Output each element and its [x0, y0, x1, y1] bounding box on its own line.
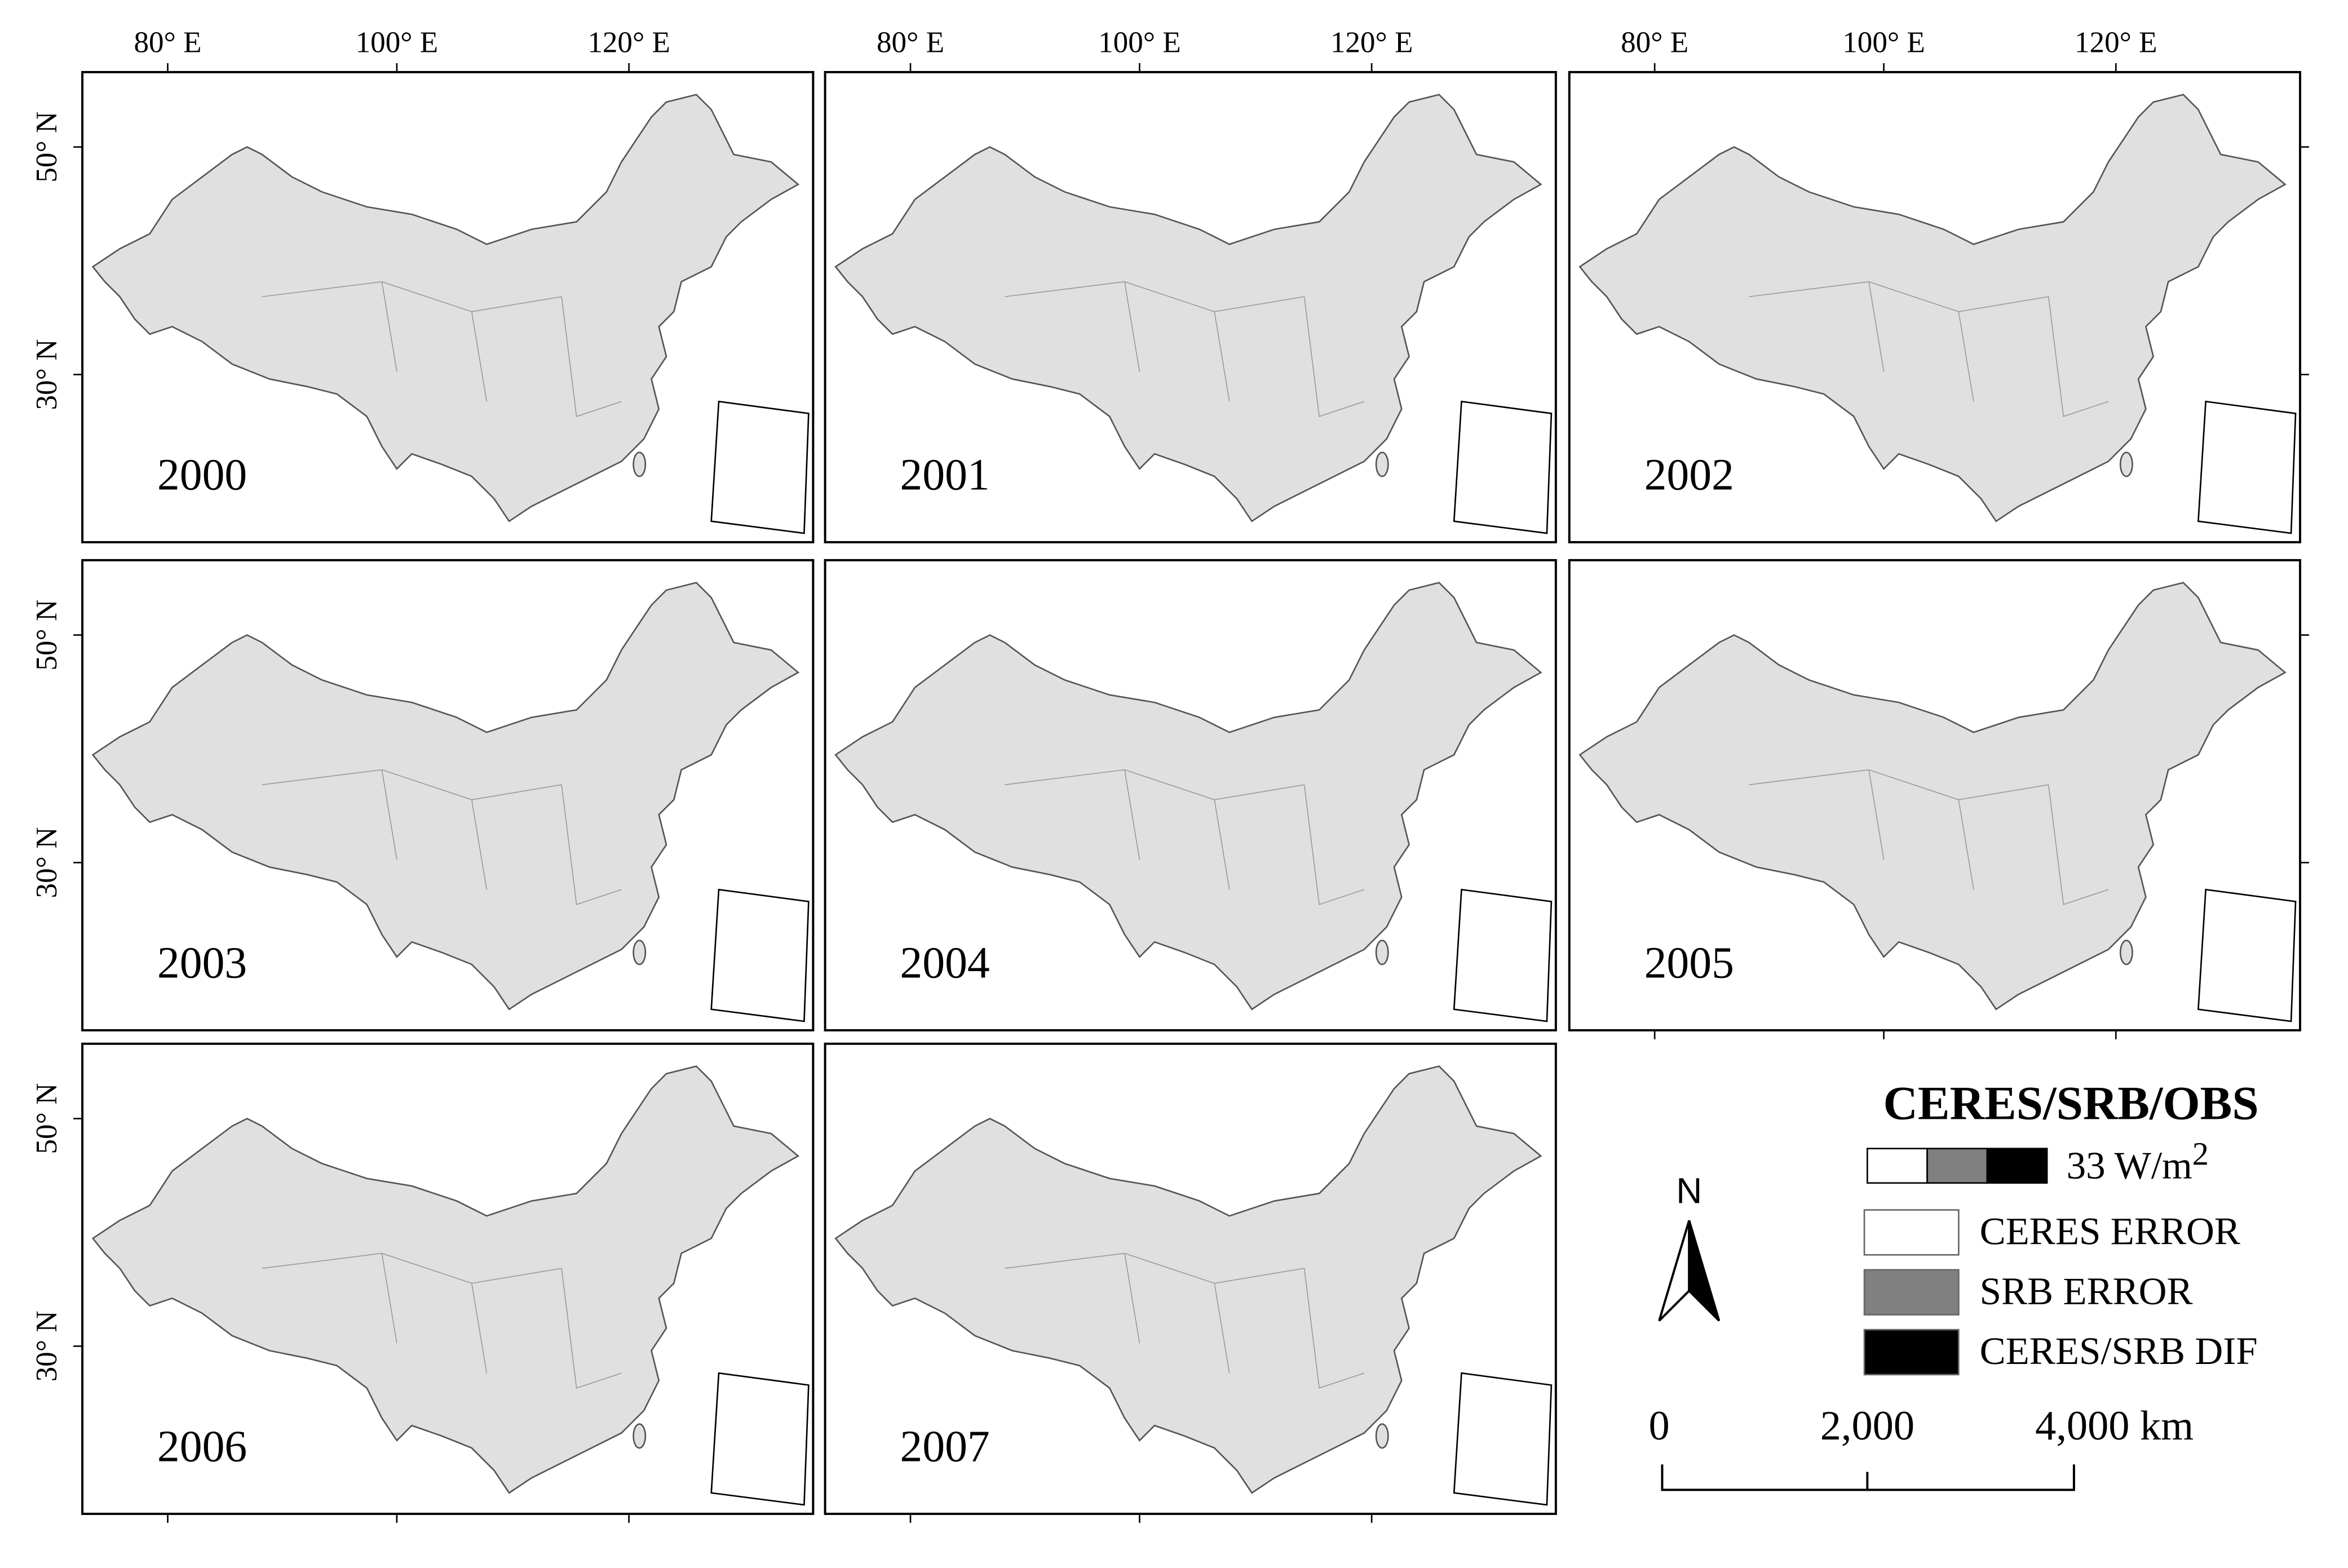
year-label: 2004 [900, 938, 989, 988]
lon-label: 80° E [877, 26, 944, 59]
lon-label: 80° E [134, 26, 201, 59]
inset-box [1453, 1372, 1553, 1506]
lon-label: 100° E [1098, 26, 1181, 59]
year-label: 2005 [1644, 938, 1734, 988]
scale-swatch [1986, 1148, 2048, 1184]
scale-swatch [1926, 1148, 1988, 1184]
legend-title: CERES/SRB/OBS [1883, 1077, 2259, 1130]
year-label: 2007 [900, 1422, 989, 1472]
year-label: 2001 [900, 450, 989, 500]
province-lines [1005, 281, 1365, 417]
island [1375, 940, 1389, 965]
country-outline [834, 94, 1542, 522]
legend-unit-sup: 2 [2192, 1136, 2209, 1172]
country-outline [1578, 94, 2287, 522]
island [2119, 451, 2133, 477]
map-panel: 2003 50° N 30° N [30, 559, 815, 1031]
legend: CERES/SRB/OBS 33 W/m2 CERES ERROR SRB ERR… [1863, 1077, 2259, 1376]
scale-label: 4,000 km [2035, 1403, 2194, 1449]
legend-items: CERES ERROR SRB ERROR CERES/SRB DIF [1863, 1209, 2258, 1376]
year-label: 2002 [1644, 450, 1734, 500]
lat-label: 30° N [30, 827, 63, 898]
lon-label: 100° E [1842, 26, 1925, 59]
country-outline [91, 94, 800, 522]
province-lines [262, 769, 622, 905]
island [633, 1423, 647, 1449]
inset-box [710, 1372, 810, 1506]
north-arrow-right [1688, 1220, 1721, 1322]
island [1375, 1423, 1389, 1449]
inset-box [1453, 888, 1553, 1022]
inset-box [2197, 400, 2297, 534]
map-panel: 2007 [824, 1042, 1557, 1523]
legend-unit: 33 W/m2 [2067, 1136, 2209, 1187]
year-label: 2003 [157, 938, 247, 988]
lat-label: 50° N [30, 600, 63, 671]
lon-label: 120° E [2075, 26, 2157, 59]
legend-label: CERES/SRB DIF [1980, 1329, 2258, 1372]
year-label: 2000 [157, 450, 247, 500]
legend-swatch [1863, 1328, 1960, 1376]
lon-label: 120° E [1330, 26, 1413, 59]
country-outline [1578, 582, 2287, 1011]
country-outline [91, 1065, 800, 1494]
lat-label: 50° N [30, 112, 63, 183]
island [633, 940, 647, 965]
legend-label: CERES ERROR [1980, 1210, 2240, 1253]
inset-box [2197, 888, 2297, 1022]
scale-label: 0 [1649, 1403, 1670, 1449]
map-panel: 2004 [824, 559, 1557, 1031]
north-arrow: N [1658, 1170, 1721, 1322]
lon-label: 80° E [1621, 26, 1688, 59]
north-label: N [1676, 1170, 1702, 1211]
year-label: 2006 [157, 1422, 247, 1472]
province-lines [1749, 769, 2109, 905]
map-panel: 2005 [1568, 559, 2309, 1039]
province-lines [1005, 1252, 1365, 1389]
province-lines [1005, 769, 1365, 905]
province-lines [262, 1252, 622, 1389]
inset-box [1453, 400, 1553, 534]
inset-box [710, 888, 810, 1022]
map-panel: 2000 80° E 100° E 120° E 50° N 30° N [30, 26, 815, 544]
lon-label: 120° E [587, 26, 670, 59]
province-lines [262, 281, 622, 417]
island [2119, 940, 2133, 965]
scale-label: 2,000 [1820, 1403, 1914, 1449]
map-panel: 2002 80° E 100° E 120° E [1568, 26, 2309, 544]
legend-unit-text: 33 W/m [2067, 1144, 2192, 1187]
scale-line [1661, 1464, 2075, 1491]
lat-label: 50° N [30, 1083, 63, 1154]
island [633, 451, 647, 477]
island [1375, 451, 1389, 477]
lat-label: 30° N [30, 1310, 63, 1381]
country-outline [834, 582, 1542, 1011]
legend-label: SRB ERROR [1980, 1269, 2193, 1313]
province-lines [1749, 281, 2109, 417]
map-panel: 2006 50° N 30° N [30, 1042, 815, 1523]
lon-label: 100° E [356, 26, 439, 59]
country-outline [91, 582, 800, 1011]
legend-swatch [1863, 1209, 1960, 1256]
scale-swatch [1867, 1148, 1928, 1184]
inset-box [710, 400, 810, 534]
country-outline [834, 1065, 1542, 1494]
legend-swatch [1863, 1269, 1960, 1315]
scale-bar: 0 2,000 4,000 km [1649, 1403, 2194, 1491]
lat-label: 30° N [30, 339, 63, 410]
map-panel: 2001 80° E 100° E 120° E [824, 26, 1557, 544]
